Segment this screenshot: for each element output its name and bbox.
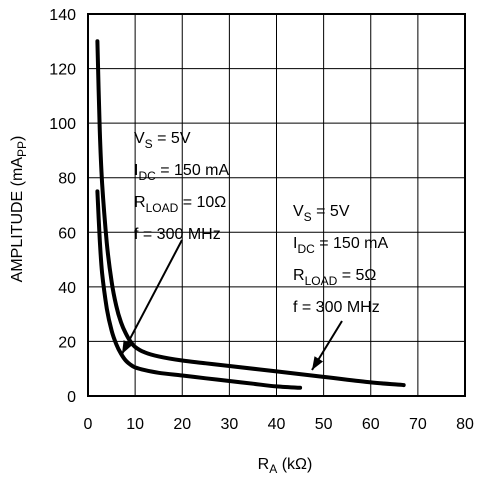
y-tick-label: 40 — [58, 280, 76, 297]
annotation-sub: DC — [297, 242, 315, 256]
x-tick-labels: 0 10 20 30 40 50 60 70 80 — [84, 416, 474, 433]
annotation-rest: = 5V — [153, 130, 191, 147]
annotation-main: R — [293, 267, 305, 284]
y-axis-label-sub: PP — [15, 141, 29, 157]
annotation-main: f = 300 MHz — [293, 299, 380, 316]
annotation-rest: = 5Ω — [337, 267, 376, 284]
annotation-rest: = 150 mA — [156, 162, 230, 179]
grid — [88, 14, 465, 396]
series-line-0 — [95, 189, 303, 390]
y-axis-label-rest: ) — [9, 136, 26, 141]
x-tick-label: 20 — [173, 416, 191, 433]
annotation-10-ohm: VS = 5V IDC = 150 mA RLOAD = 10Ω f = 300 MH… — [134, 130, 230, 243]
annotation-line: VS = 5V — [134, 130, 191, 151]
annotation-line: IDC = 150 mA — [134, 162, 230, 183]
x-axis-label: RA (kΩ) — [258, 456, 313, 476]
arrow-10-ohm — [121, 239, 183, 355]
annotation-rest: = 5V — [312, 203, 350, 220]
annotation-rest: = 150 mA — [315, 235, 389, 252]
annotation-line: IDC = 150 mA — [293, 235, 389, 256]
x-tick-label: 80 — [456, 416, 474, 433]
x-tick-label: 60 — [362, 416, 380, 433]
annotation-sub: LOAD — [305, 274, 338, 288]
y-axis-label: AMPLITUDE (mAPP) — [9, 136, 29, 283]
annotation-sub: LOAD — [146, 201, 179, 215]
annotation-rest: = 10Ω — [178, 194, 226, 211]
annotation-main: V — [293, 203, 304, 220]
y-tick-label: 20 — [58, 334, 76, 351]
annotation-main: I — [134, 162, 138, 179]
annotation-line: VS = 5V — [293, 203, 350, 224]
y-tick-labels: 0 20 40 60 80 100 120 140 — [49, 7, 76, 406]
series-lines — [95, 39, 406, 390]
annotation-line: f = 300 MHz — [134, 226, 221, 243]
x-tick-label: 0 — [84, 416, 93, 433]
annotation-arrows — [121, 239, 343, 371]
x-tick-label: 30 — [220, 416, 238, 433]
arrow-5-ohm — [311, 320, 343, 371]
annotation-sub: DC — [138, 169, 156, 183]
annotation-sub: S — [145, 137, 153, 151]
annotation-main: V — [134, 130, 145, 147]
y-tick-label: 80 — [58, 171, 76, 188]
x-axis-label-rest: (kΩ) — [277, 456, 312, 473]
x-tick-label: 40 — [268, 416, 286, 433]
x-tick-label: 10 — [126, 416, 144, 433]
annotation-sub: S — [304, 210, 312, 224]
y-tick-label: 140 — [49, 7, 76, 24]
annotation-line: RLOAD = 10Ω — [134, 194, 226, 215]
y-tick-label: 120 — [49, 62, 76, 79]
y-tick-label: 0 — [67, 389, 76, 406]
y-tick-label: 100 — [49, 116, 76, 133]
plot-frame — [87, 13, 466, 397]
annotation-line: RLOAD = 5Ω — [293, 267, 376, 288]
annotation-main: I — [293, 235, 297, 252]
series-line-1 — [95, 39, 406, 388]
y-axis-label-main: AMPLITUDE (mA — [9, 157, 26, 283]
y-tick-label: 60 — [58, 225, 76, 242]
x-axis-label-main: R — [258, 456, 270, 473]
x-tick-label: 50 — [315, 416, 333, 433]
annotation-line: f = 300 MHz — [293, 299, 380, 316]
annotation-main: R — [134, 194, 146, 211]
x-axis-label-sub: A — [269, 462, 277, 476]
x-tick-label: 70 — [409, 416, 427, 433]
annotation-main: f = 300 MHz — [134, 226, 221, 243]
annotation-5-ohm: VS = 5V IDC = 150 mA RLOAD = 5Ω f = 300 MHz — [293, 203, 389, 316]
